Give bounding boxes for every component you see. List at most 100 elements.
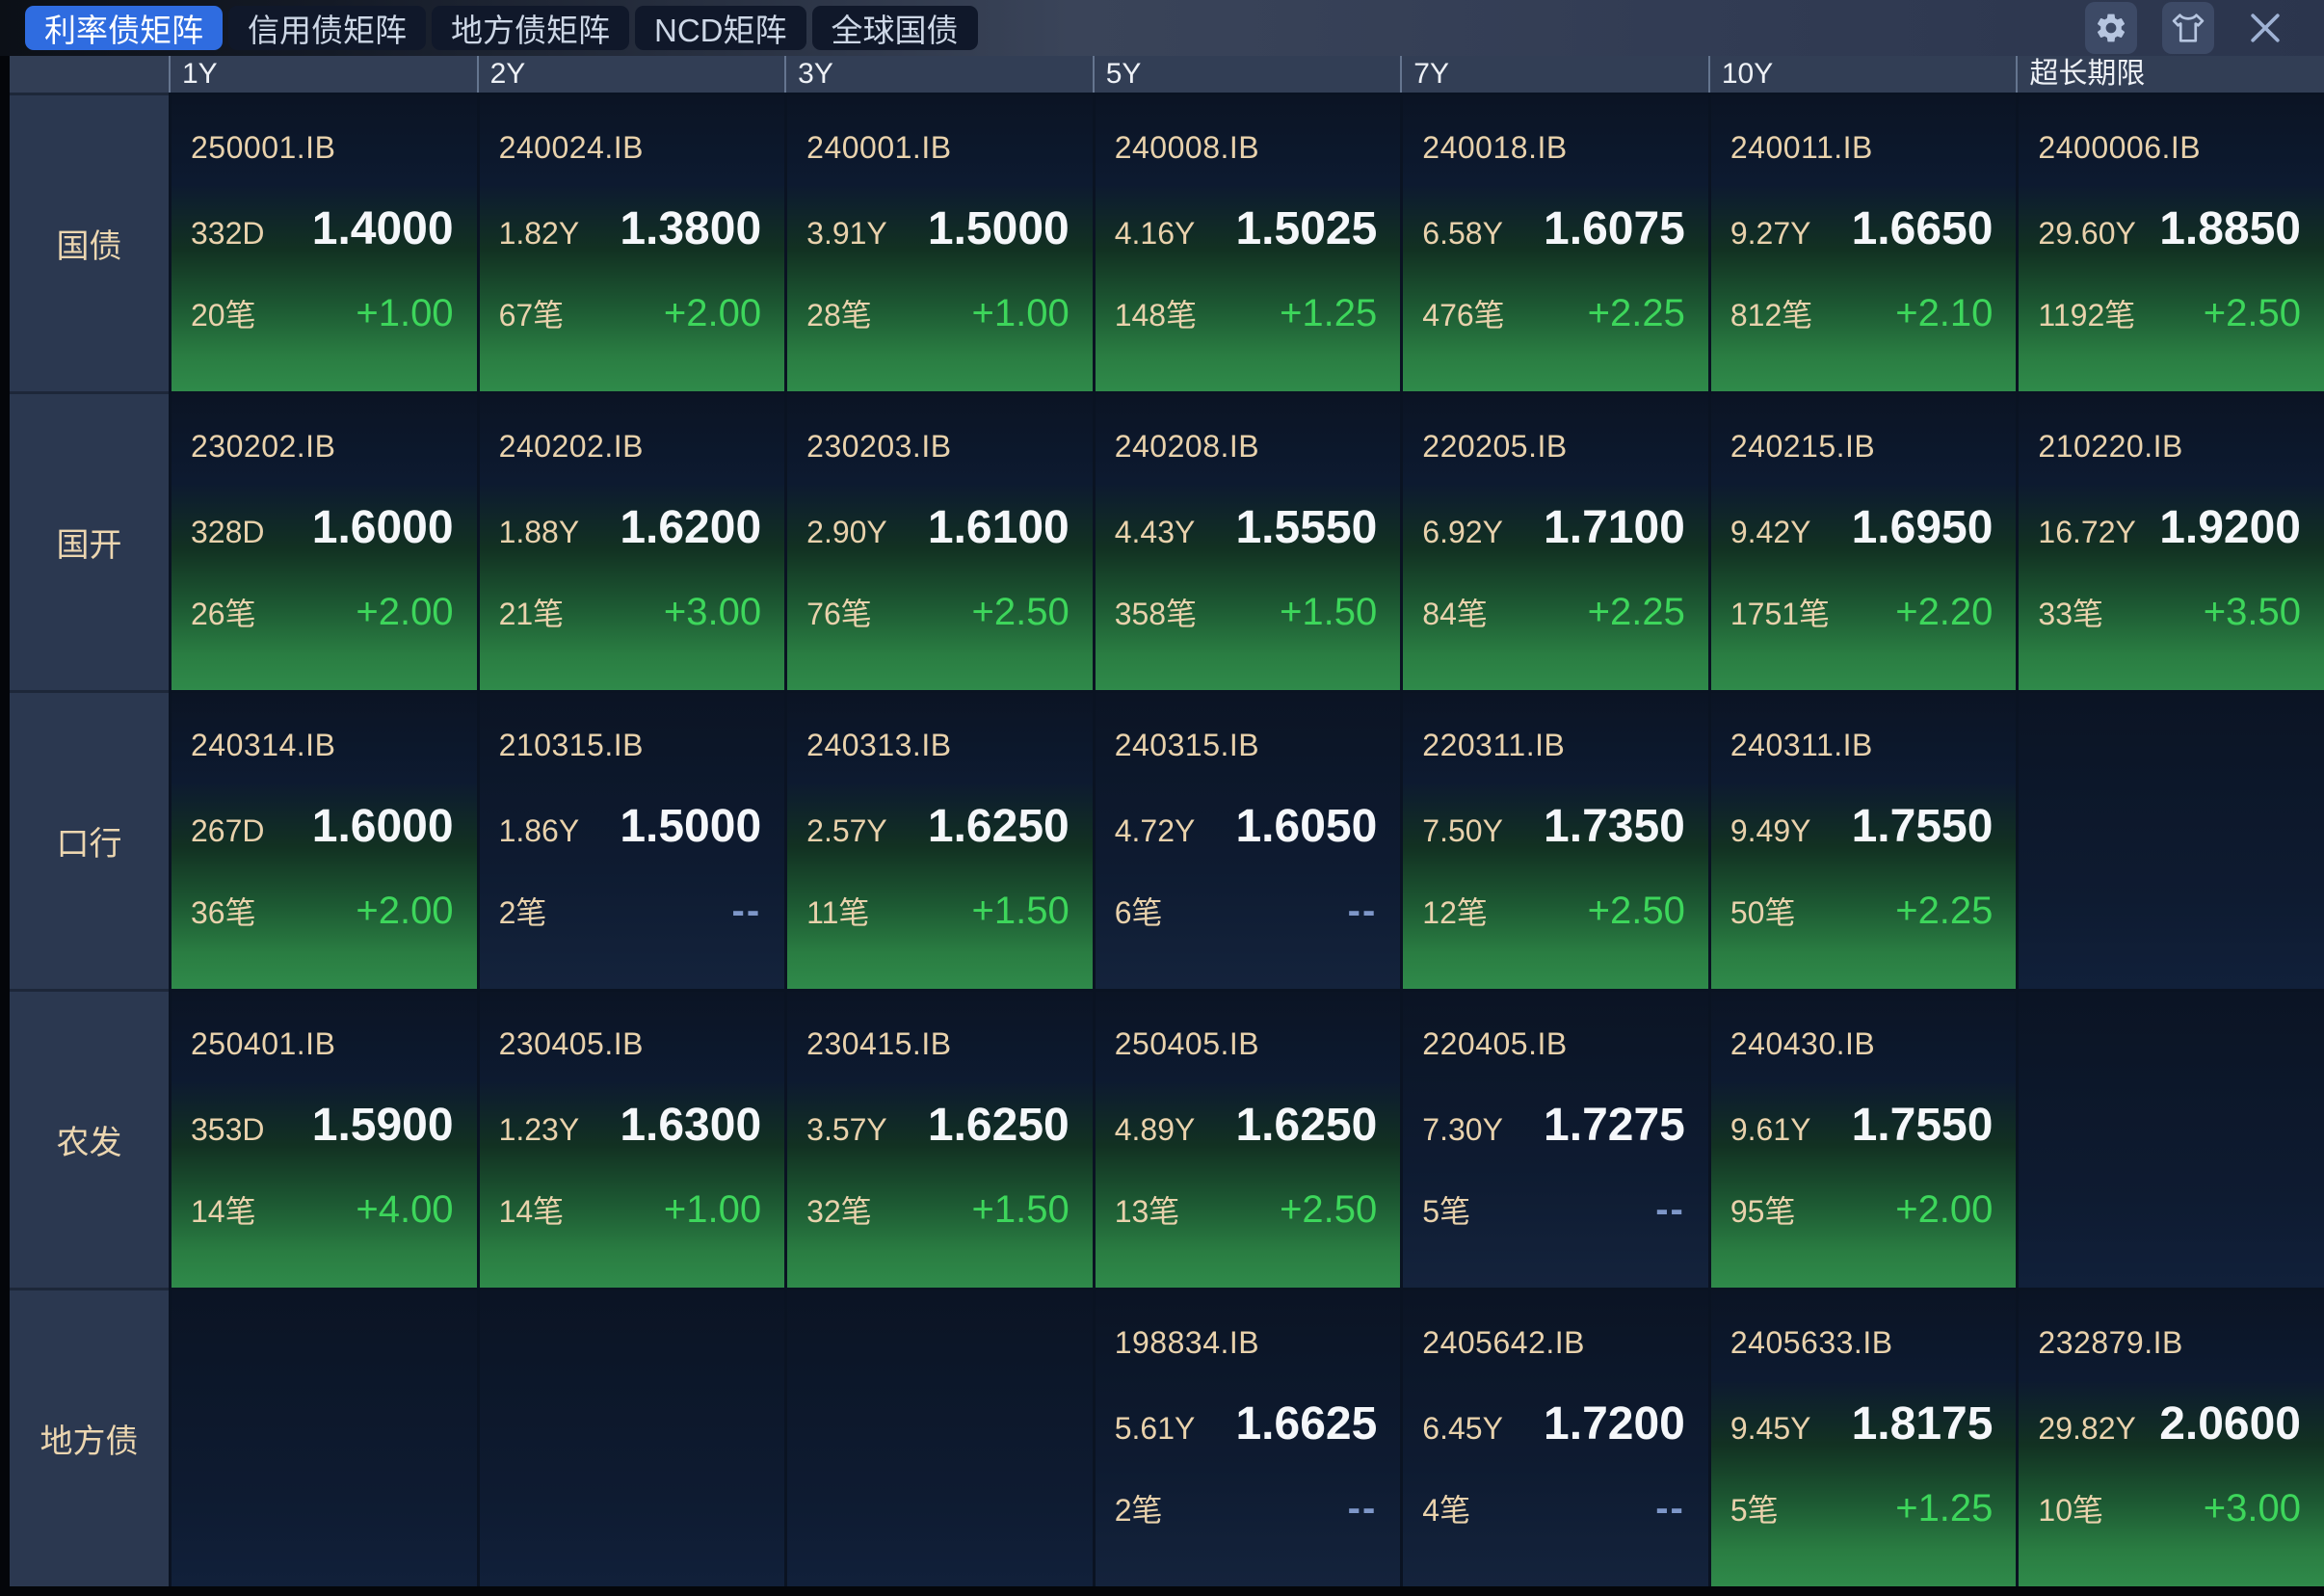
bond-matrix: 1Y 2Y 3Y 5Y 7Y 10Y 超长期限 国债 250001.IB 332D 1.4000 20… — [10, 56, 2324, 1586]
matrix-cell[interactable]: 240018.IB 6.58Y 1.6075 476笔 +2.25 — [1400, 93, 1708, 391]
close-button[interactable] — [2239, 2, 2291, 54]
bond-code: 240008.IB — [1114, 130, 1260, 165]
remaining-term: 4.43Y — [1114, 514, 1196, 549]
matrix-cell[interactable]: 230202.IB 328D 1.6000 26笔 +2.00 — [169, 391, 477, 690]
bond-code: 230415.IB — [806, 1026, 952, 1061]
trade-count: 95笔 — [1730, 1194, 1796, 1229]
matrix-cell[interactable]: 230415.IB 3.57Y 1.6250 32笔 +1.50 — [784, 989, 1093, 1288]
yield-value: 1.6950 — [1851, 501, 1994, 553]
remaining-term: 5.61Y — [1114, 1410, 1196, 1446]
change-value: +2.00 — [1895, 1188, 1994, 1231]
change-value: +2.50 — [1280, 1188, 1378, 1231]
yield-value: 1.7550 — [1851, 1099, 1994, 1151]
trade-count: 32笔 — [806, 1194, 872, 1229]
matrix-cell[interactable]: 240430.IB 9.61Y 1.7550 95笔 +2.00 — [1707, 989, 2017, 1288]
column-header-2: 3Y — [784, 56, 1093, 93]
matrix-cell[interactable]: 240315.IB 4.72Y 1.6050 6笔 -- — [1092, 690, 1401, 989]
matrix-cell[interactable]: 250401.IB 353D 1.5900 14笔 +4.00 — [169, 989, 477, 1288]
trades-change-row: 5笔 +1.25 — [1730, 1486, 1994, 1530]
term-yield-row: 3.91Y 1.5000 — [806, 202, 1070, 255]
matrix-cell[interactable]: 220205.IB 6.92Y 1.7100 84笔 +2.25 — [1400, 391, 1708, 690]
tab-1[interactable]: 信用债矩阵 — [228, 6, 426, 50]
matrix-cell[interactable]: 240313.IB 2.57Y 1.6250 11笔 +1.50 — [784, 690, 1093, 989]
remaining-term: 2.90Y — [806, 514, 887, 549]
matrix-cell[interactable]: 250405.IB 4.89Y 1.6250 13笔 +2.50 — [1092, 989, 1401, 1288]
tab-3[interactable]: NCD矩阵 — [635, 6, 806, 50]
column-header-5: 10Y — [1707, 56, 2017, 93]
matrix-cell[interactable]: 240011.IB 9.27Y 1.6650 812笔 +2.10 — [1707, 93, 2017, 391]
remaining-term: 6.58Y — [1422, 215, 1503, 251]
change-value: -- — [1347, 1487, 1378, 1530]
yield-value: 1.6000 — [311, 800, 454, 852]
bond-code: 250401.IB — [191, 1026, 336, 1061]
yield-value: 1.7350 — [1544, 800, 1685, 852]
bond-code: 240430.IB — [1730, 1026, 1876, 1061]
remaining-term: 29.60Y — [2038, 215, 2136, 251]
matrix-cell[interactable]: 232879.IB 29.82Y 2.0600 10笔 +3.00 — [2016, 1288, 2324, 1586]
theme-button[interactable] — [2162, 2, 2214, 54]
matrix-cell[interactable]: 230203.IB 2.90Y 1.6100 76笔 +2.50 — [784, 391, 1093, 690]
window-controls — [2085, 2, 2324, 54]
change-value: -- — [1655, 1487, 1685, 1530]
trade-count: 20笔 — [191, 298, 256, 332]
matrix-cell[interactable]: 240311.IB 9.49Y 1.7550 50笔 +2.25 — [1707, 690, 2017, 989]
bond-code: 240315.IB — [1114, 728, 1260, 762]
matrix-cell[interactable]: 2405642.IB 6.45Y 1.7200 4笔 -- — [1400, 1288, 1708, 1586]
change-value: +2.50 — [971, 591, 1070, 633]
tab-2[interactable]: 地方债矩阵 — [432, 6, 629, 50]
matrix-cell[interactable]: 220405.IB 7.30Y 1.7275 5笔 -- — [1400, 989, 1708, 1288]
bond-code: 230405.IB — [498, 1026, 644, 1061]
bond-code: 232879.IB — [2038, 1325, 2183, 1360]
row-label-2: 口行 — [10, 690, 169, 989]
bond-code: 240202.IB — [498, 429, 644, 464]
matrix-cell[interactable]: 240202.IB 1.88Y 1.6200 21笔 +3.00 — [476, 391, 785, 690]
matrix-cell[interactable]: 198834.IB 5.61Y 1.6625 2笔 -- — [1092, 1288, 1401, 1586]
remaining-term: 1.82Y — [498, 215, 580, 251]
trades-change-row: 476笔 +2.25 — [1422, 291, 1685, 335]
matrix-cell — [169, 1288, 477, 1586]
bond-code: 2405642.IB — [1422, 1325, 1585, 1360]
remaining-term: 9.49Y — [1730, 812, 1811, 848]
term-yield-row: 332D 1.4000 — [191, 202, 454, 255]
settings-button[interactable] — [2085, 2, 2137, 54]
term-yield-row: 9.42Y 1.6950 — [1730, 501, 1994, 554]
remaining-term: 267D — [191, 812, 265, 848]
trade-count: 1192笔 — [2038, 298, 2136, 332]
matrix-cell — [476, 1288, 785, 1586]
tab-0[interactable]: 利率债矩阵 — [25, 6, 223, 50]
trades-change-row: 812笔 +2.10 — [1730, 291, 1994, 335]
term-yield-row: 16.72Y 1.9200 — [2038, 501, 2301, 554]
matrix-cell[interactable]: 240314.IB 267D 1.6000 36笔 +2.00 — [169, 690, 477, 989]
trades-change-row: 20笔 +1.00 — [191, 291, 454, 335]
matrix-cell[interactable]: 240001.IB 3.91Y 1.5000 28笔 +1.00 — [784, 93, 1093, 391]
term-yield-row: 4.16Y 1.5025 — [1115, 202, 1378, 255]
change-value: +2.00 — [356, 591, 454, 633]
bond-code: 240314.IB — [191, 728, 336, 762]
matrix-cell[interactable]: 240215.IB 9.42Y 1.6950 1751笔 +2.20 — [1707, 391, 2017, 690]
matrix-cell[interactable]: 2405633.IB 9.45Y 1.8175 5笔 +1.25 — [1707, 1288, 2017, 1586]
yield-value: 1.6200 — [620, 501, 762, 553]
trade-count: 50笔 — [1730, 895, 1796, 930]
matrix-cell[interactable]: 210220.IB 16.72Y 1.9200 33笔 +3.50 — [2016, 391, 2324, 690]
matrix-cell[interactable]: 240024.IB 1.82Y 1.3800 67笔 +2.00 — [476, 93, 785, 391]
matrix-cell[interactable]: 230405.IB 1.23Y 1.6300 14笔 +1.00 — [476, 989, 785, 1288]
yield-value: 1.6300 — [620, 1099, 762, 1151]
row-label-4: 地方债 — [10, 1288, 169, 1586]
matrix-cell[interactable]: 210315.IB 1.86Y 1.5000 2笔 -- — [476, 690, 785, 989]
term-yield-row: 3.57Y 1.6250 — [806, 1099, 1070, 1152]
matrix-cell[interactable]: 2400006.IB 29.60Y 1.8850 1192笔 +2.50 — [2016, 93, 2324, 391]
tab-4[interactable]: 全球国债 — [811, 6, 978, 50]
change-value: +2.50 — [2203, 292, 2301, 334]
trade-count: 1751笔 — [1730, 597, 1831, 631]
matrix-cell[interactable]: 220311.IB 7.50Y 1.7350 12笔 +2.50 — [1400, 690, 1708, 989]
trades-change-row: 12笔 +2.50 — [1422, 889, 1685, 933]
matrix-cell[interactable]: 240008.IB 4.16Y 1.5025 148笔 +1.25 — [1092, 93, 1401, 391]
trades-change-row: 76笔 +2.50 — [806, 590, 1070, 634]
trades-change-row: 67笔 +2.00 — [499, 291, 762, 335]
trade-count: 5笔 — [1730, 1493, 1779, 1528]
column-header-6: 超长期限 — [2016, 56, 2324, 93]
change-value: +2.00 — [663, 292, 762, 334]
matrix-cell — [2016, 690, 2324, 989]
matrix-cell[interactable]: 240208.IB 4.43Y 1.5550 358笔 +1.50 — [1092, 391, 1401, 690]
matrix-cell[interactable]: 250001.IB 332D 1.4000 20笔 +1.00 — [169, 93, 477, 391]
